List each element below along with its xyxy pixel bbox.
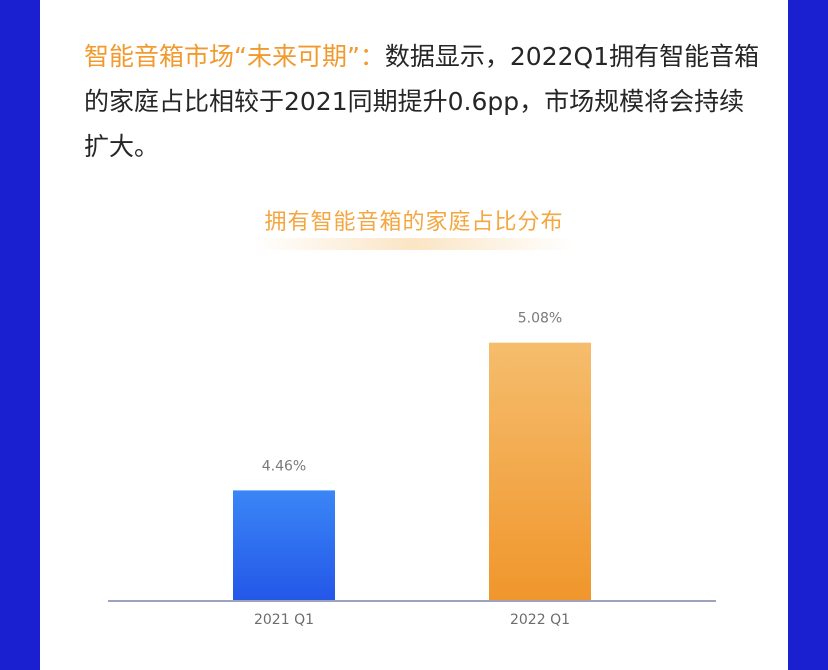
headline-body: 数据显示，2022Q1拥有智能音箱的家庭占比相较于2021同期提升0.6pp，市… <box>84 42 760 161</box>
headline-highlight: 智能音箱市场“未来可期”： <box>84 42 385 71</box>
bar-1 <box>233 490 335 600</box>
chart-title-underline <box>254 238 574 250</box>
bar-2 <box>489 342 591 600</box>
x-tick-label-2: 2022 Q1 <box>510 612 570 628</box>
chart-title: 拥有智能音箱的家庭占比分布 <box>264 210 564 235</box>
data-label-2: 5.08% <box>518 311 562 327</box>
content-panel: 智能音箱市场“未来可期”：数据显示，2022Q1拥有智能音箱的家庭占比相较于20… <box>40 0 788 670</box>
bar-chart: 4.46% 2021 Q1 5.08% 2022 Q1 <box>108 311 716 628</box>
x-tick-label-1: 2021 Q1 <box>254 612 314 628</box>
data-label-1: 4.46% <box>262 458 306 474</box>
headline-text: 智能音箱市场“未来可期”：数据显示，2022Q1拥有智能音箱的家庭占比相较于20… <box>84 34 764 169</box>
